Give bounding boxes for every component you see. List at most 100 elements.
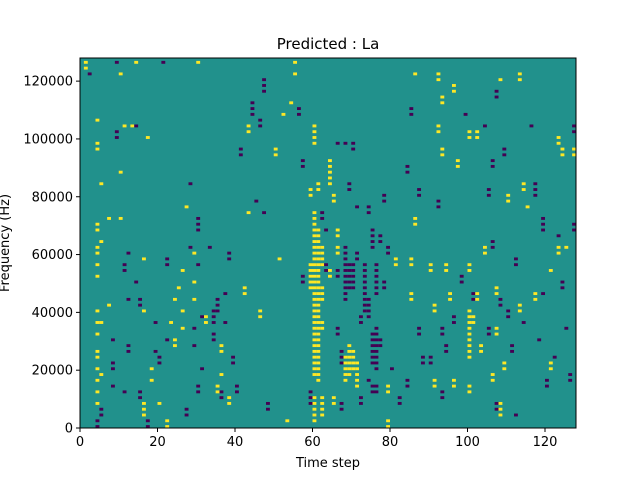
heatmap-cell xyxy=(486,326,491,330)
heatmap-cell xyxy=(316,355,321,359)
heatmap-cell xyxy=(343,378,348,382)
heatmap-cell xyxy=(95,222,100,226)
heatmap-cell xyxy=(238,153,243,157)
heatmap-cell xyxy=(483,245,487,249)
heatmap-cell xyxy=(494,407,499,411)
heatmap-cell xyxy=(99,321,104,324)
heatmap-cell xyxy=(312,344,317,348)
heatmap-cell xyxy=(165,257,170,261)
heatmap-cell xyxy=(196,222,201,226)
heatmap-cell xyxy=(122,269,127,272)
heatmap-cell xyxy=(366,297,371,301)
heatmap-cell xyxy=(374,263,379,267)
heatmap-cell xyxy=(99,407,104,411)
heatmap-cell xyxy=(374,326,379,330)
heatmap-cell xyxy=(324,228,329,232)
heatmap-cell xyxy=(370,384,375,388)
heatmap-cell xyxy=(564,245,569,249)
heatmap-cell xyxy=(184,413,189,417)
heatmap-cell xyxy=(471,292,476,296)
heatmap-cell xyxy=(370,344,375,348)
heatmap-cell xyxy=(192,251,197,255)
heatmap-cell xyxy=(262,89,267,93)
heatmap-cell xyxy=(231,361,236,365)
heatmap-cell xyxy=(533,297,538,301)
heatmap-cell xyxy=(145,425,150,428)
heatmap-cell xyxy=(95,355,100,359)
heatmap-cell xyxy=(227,396,232,400)
heatmap-cell xyxy=(320,251,325,255)
x-axis-label: Time step xyxy=(295,456,360,471)
heatmap-cell xyxy=(370,349,375,353)
heatmap-cell xyxy=(386,390,391,394)
heatmap-cell xyxy=(289,101,294,105)
heatmap-cell xyxy=(533,193,538,197)
heatmap-cell xyxy=(95,425,100,428)
heatmap-cell xyxy=(297,107,301,111)
heatmap-cell xyxy=(467,269,472,272)
heatmap-cell xyxy=(486,188,491,191)
heatmap-cell xyxy=(122,124,127,128)
heatmap-cell xyxy=(300,274,305,278)
heatmap-cell xyxy=(231,355,236,359)
heatmap-cell xyxy=(312,332,317,336)
heatmap-cell xyxy=(215,309,220,313)
heatmap-cell xyxy=(529,124,534,128)
heatmap-cell xyxy=(312,228,317,232)
heatmap-cell xyxy=(467,321,472,324)
heatmap-cell xyxy=(335,332,340,336)
heatmap-cell xyxy=(436,205,441,209)
heatmap-cell xyxy=(211,332,216,336)
heatmap-cell xyxy=(262,211,267,215)
heatmap-cell xyxy=(359,321,363,324)
heatmap-cell xyxy=(362,292,367,296)
heatmap-cell xyxy=(254,199,259,203)
heatmap-cell xyxy=(312,297,317,301)
heatmap-cell xyxy=(312,136,317,139)
heatmap-cell xyxy=(173,297,177,301)
heatmap-cell xyxy=(393,257,398,261)
heatmap-cell xyxy=(502,153,507,157)
heatmap-cell xyxy=(490,245,495,249)
heatmap-cell xyxy=(312,309,317,313)
heatmap-cell xyxy=(343,355,348,359)
heatmap-cell xyxy=(494,326,499,330)
heatmap-cell xyxy=(196,263,201,267)
heatmap-cell xyxy=(459,274,464,278)
heatmap-cell xyxy=(308,263,313,267)
heatmap-cell xyxy=(343,269,348,272)
heatmap-cell xyxy=(312,396,317,400)
heatmap-cell xyxy=(390,367,394,371)
heatmap-cell xyxy=(366,205,371,209)
heatmap-cell xyxy=(479,344,484,348)
heatmap-cell xyxy=(494,401,499,405)
heatmap-background xyxy=(80,58,576,428)
heatmap-cell xyxy=(359,401,363,405)
heatmap-cell xyxy=(366,211,371,215)
heatmap-cell xyxy=(312,355,317,359)
heatmap-cell xyxy=(374,280,379,284)
heatmap-cell xyxy=(207,245,212,249)
heatmap-cell xyxy=(312,367,317,371)
heatmap-cell xyxy=(196,228,201,232)
heatmap-cell xyxy=(467,344,472,348)
heatmap-cell xyxy=(316,326,321,330)
heatmap-cell xyxy=(312,321,317,324)
heatmap-cell xyxy=(506,315,511,319)
heatmap-cell xyxy=(312,280,317,284)
heatmap-cell xyxy=(440,101,445,105)
heatmap-cell xyxy=(312,124,317,128)
heatmap-cell xyxy=(362,286,367,290)
heatmap-cell xyxy=(347,344,352,348)
heatmap-cell xyxy=(417,326,422,330)
heatmap-cell xyxy=(490,164,495,168)
y-tick-label: 120000 xyxy=(23,75,73,90)
heatmap-cell xyxy=(490,240,495,243)
heatmap-cell xyxy=(312,349,317,353)
heatmap-cell xyxy=(211,321,216,324)
heatmap-cell xyxy=(320,292,325,296)
heatmap-cell xyxy=(316,286,321,290)
heatmap-cell xyxy=(510,349,515,353)
heatmap-cell xyxy=(142,401,146,405)
